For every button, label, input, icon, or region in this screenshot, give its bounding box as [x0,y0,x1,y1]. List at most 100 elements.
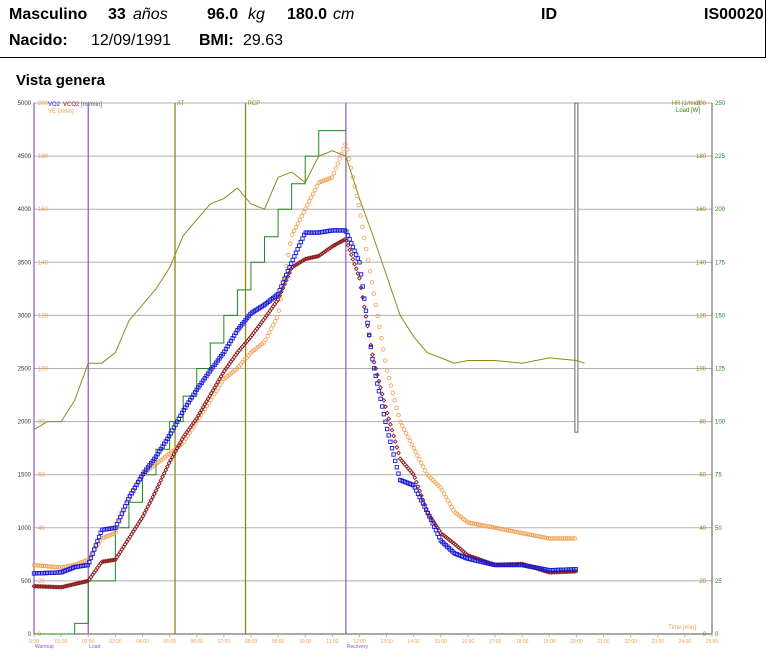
ve-point [394,405,399,410]
vco2-point [319,251,325,257]
vco2-point [316,253,322,259]
ve-point [390,390,395,396]
vco2-point [207,393,213,399]
x-axis-label: Time [min] [668,625,696,631]
height-unit: cm [333,6,355,23]
vo2-point [371,366,377,371]
ve-point [392,398,397,403]
vo2-point [92,547,97,552]
vco2-point [366,333,372,339]
vco2-point [202,401,208,407]
ve-point [383,358,388,363]
x-tick-label: 22:00 [624,639,637,645]
vco2-point [330,243,336,249]
vco2-point [168,457,174,463]
vco2-point [275,297,281,302]
vo2-point [381,412,386,417]
vco2-point [147,500,152,506]
vco2-point [46,584,52,590]
vo2-point [373,373,378,379]
load-tick-label: 225 [715,154,726,160]
vco2-point [340,237,346,243]
ve-point [303,206,308,211]
vo2-point [391,452,396,457]
vco2-point [140,513,146,519]
ve-point [291,228,297,234]
vco2-point [160,474,165,480]
x-tick-label: 25:00 [706,639,719,645]
born-label: Nacido: [9,32,68,49]
ve-point [572,536,578,541]
ve-point [195,418,200,423]
vco2-point [36,583,42,589]
vco2-point [326,246,331,252]
vo2-point [367,332,372,338]
vo2-point [375,381,380,386]
vo2-point [355,256,360,261]
vo2-point [350,244,356,250]
x-tick-label: 11:00 [326,639,338,645]
vco2-point [321,250,327,255]
load-tick-label: 50 [715,526,722,532]
vco2-point [208,390,214,396]
vco2-point [31,583,37,589]
ve-point [358,213,363,218]
vco2-point [49,584,55,590]
left-tick-label: 4000 [18,207,32,213]
vco2-point [278,289,284,295]
vco2-point [39,584,45,589]
vco2-point [143,507,149,513]
vco2-point [378,385,384,391]
vco2-point [347,247,353,253]
x-tick-label: 12:00 [353,639,366,645]
vco2-point [164,464,170,469]
ve-point [407,438,413,443]
x-tick-label: 09:00 [272,639,285,645]
ve-point [422,468,428,473]
left-tick-label: 3500 [18,260,32,266]
legend-vo2: VO2 [48,102,61,108]
vo2-point [290,257,295,263]
ve-point [301,210,306,215]
hr-tick-label: 100 [696,367,707,373]
ve-point [360,224,365,229]
vo2-point [370,357,375,362]
ve-point [269,326,274,331]
vco2-point [215,379,221,385]
vco2-point [332,242,338,248]
vo2-point [96,534,102,540]
vco2-point [314,253,320,259]
vco2-point [327,245,333,251]
hr-tick-label: 140 [696,260,707,266]
ve-tick-label: 140 [38,260,49,266]
height: 180.0 [287,6,328,23]
vo2-point [386,433,391,438]
x-tick-label: 19:00 [543,639,556,645]
vco2-point [387,421,393,427]
ve-tick-label: 0 [38,632,42,638]
ve-point [289,232,295,237]
vco2-point [176,442,182,448]
vco2-point [83,578,89,584]
vco2-point [161,470,167,476]
ve-tick-label: 20 [38,579,45,585]
vco2-point [357,275,362,281]
vo2-point [292,254,297,259]
x-tick-label: 23:00 [652,639,665,645]
ve-point [449,504,454,510]
ve-point [310,191,316,197]
weight-unit: kg [248,6,265,23]
vo2-point [298,239,304,245]
vco2-point [348,252,354,258]
vco2-point [158,477,164,483]
left-tick-label: 4500 [18,154,32,160]
ve-point [362,235,367,241]
vo2-point [389,446,395,451]
ve-point [267,330,272,335]
vo2-point [352,248,357,253]
ve-point [570,536,576,541]
left-tick-label: 3000 [18,313,32,319]
ve-point [379,336,384,341]
ve-point [367,269,373,274]
age-unit: años [133,6,168,23]
